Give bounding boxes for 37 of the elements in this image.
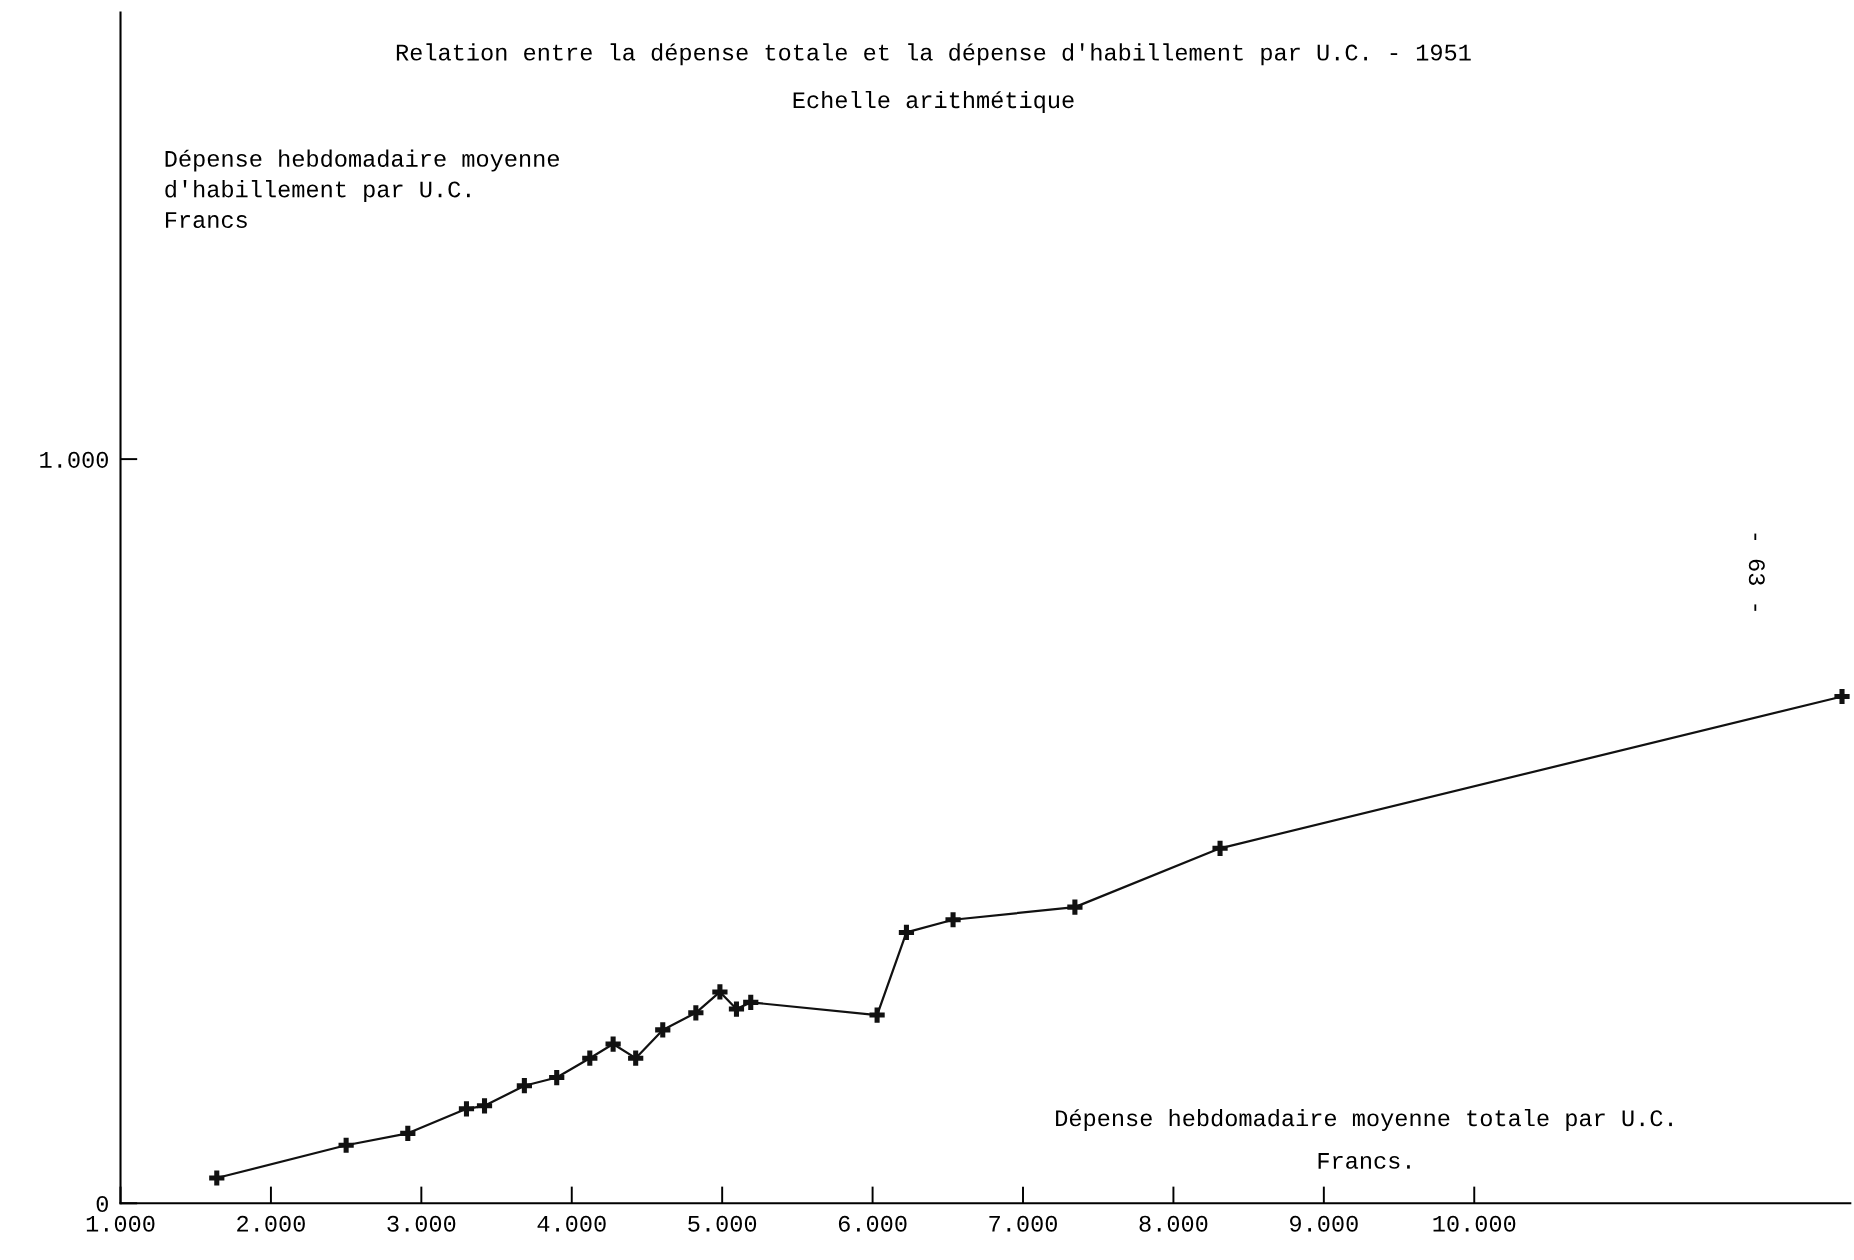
point <box>743 994 759 1010</box>
point <box>688 1005 704 1021</box>
x-tick-label: 3.000 <box>387 1215 456 1232</box>
x-tick-label: 2.000 <box>237 1215 305 1232</box>
point <box>400 1125 416 1141</box>
point <box>209 1170 225 1186</box>
y-tick-label: 0 <box>96 1196 108 1213</box>
point <box>945 912 961 928</box>
point <box>458 1101 475 1117</box>
point <box>628 1050 644 1066</box>
point <box>605 1036 621 1052</box>
y-axis-title: Dépense hebdomadaire moyenne d'habillement par U.C. Francs <box>165 149 559 228</box>
point <box>516 1078 532 1094</box>
annotation: - 63 - <box>1748 533 1765 611</box>
point <box>582 1050 598 1066</box>
point <box>338 1137 354 1153</box>
point <box>1834 688 1850 705</box>
x-tick-label: 1.000 <box>86 1215 155 1232</box>
x-tick-label: 9.000 <box>1290 1215 1358 1232</box>
point <box>476 1098 493 1114</box>
point <box>728 1001 745 1017</box>
text: Relation entre la dépense totale et la dépense d'habillement par U.C. - 1951 <box>396 43 1471 66</box>
x-tick-label: 4.000 <box>537 1215 606 1232</box>
x-tick-label: 7.000 <box>989 1215 1057 1232</box>
point <box>1067 899 1083 915</box>
x-tick-label: 10.000 <box>1433 1215 1516 1232</box>
x-tick-label: 8.000 <box>1139 1215 1208 1232</box>
x-tick-label: 6.000 <box>838 1215 907 1232</box>
point <box>712 984 728 1000</box>
text: Echelle arithmétique <box>793 90 1074 113</box>
point <box>1212 840 1228 856</box>
point <box>869 1007 885 1023</box>
x-tick-label: 5.000 <box>688 1215 757 1232</box>
point <box>549 1069 565 1086</box>
point <box>898 924 915 941</box>
point <box>655 1022 671 1038</box>
x-axis-title: Dépense hebdomadaire moyenne totale par U.C. Francs. <box>1056 1108 1672 1169</box>
